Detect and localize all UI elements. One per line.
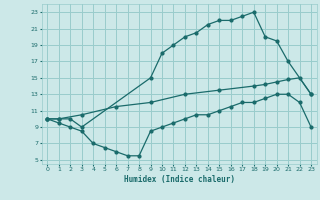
X-axis label: Humidex (Indice chaleur): Humidex (Indice chaleur)	[124, 175, 235, 184]
